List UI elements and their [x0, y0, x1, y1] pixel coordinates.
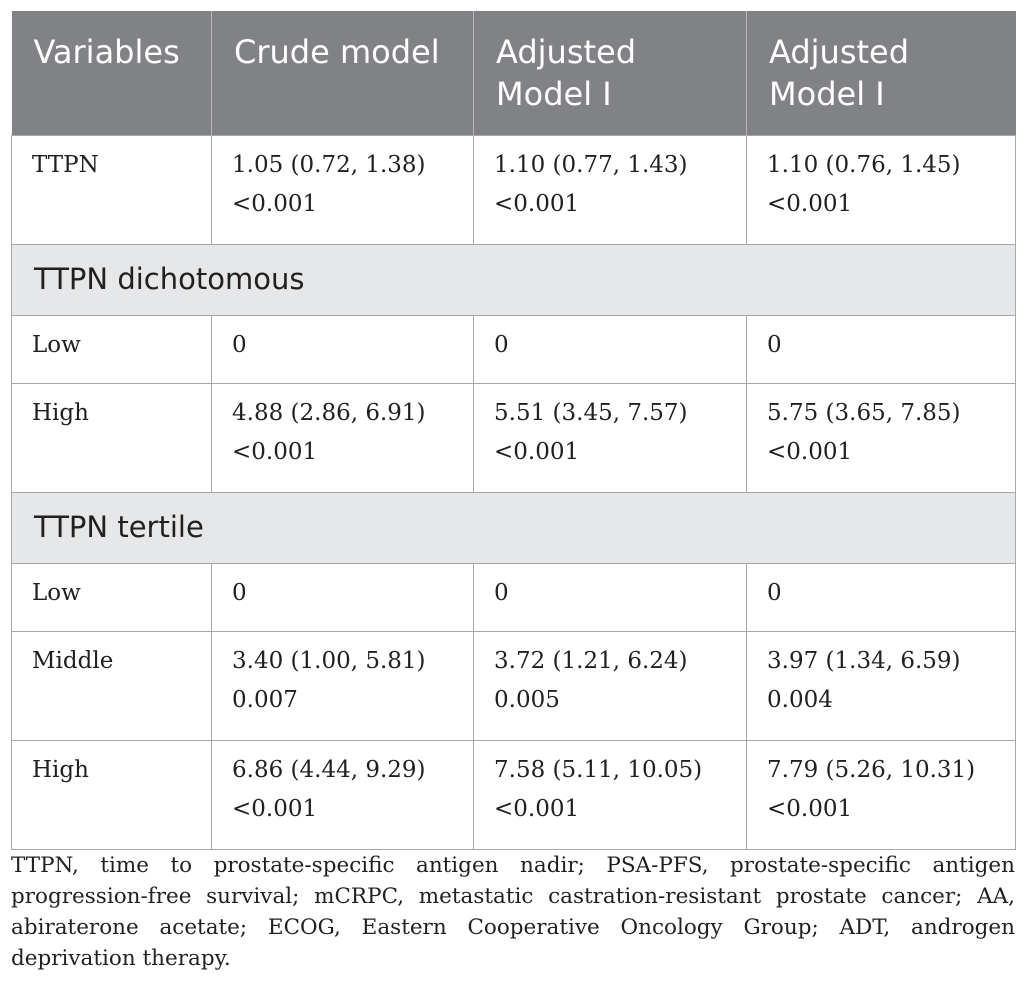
results-table: Variables Crude model Adjusted Model I A… [11, 11, 1016, 850]
cell-adjusted-1: 0 [473, 563, 747, 632]
table-row-dichotomous-low: Low 0 0 0 [11, 315, 1016, 384]
table-row-dichotomous-high: High 4.88 (2.86, 6.91) <0.001 5.51 (3.45… [11, 383, 1016, 493]
cell-variable: High [11, 740, 212, 850]
cell-adjusted-2: 0 [746, 563, 1016, 632]
header-adjusted-model-2: Adjusted Model I [746, 11, 1016, 136]
table-row-tertile-high: High 6.86 (4.44, 9.29) <0.001 7.58 (5.11… [11, 740, 1016, 850]
cell-variable: High [11, 383, 212, 493]
table-header-row: Variables Crude model Adjusted Model I A… [11, 11, 1016, 136]
section-row-tertile: TTPN tertile [11, 492, 1016, 564]
table-row-tertile-low: Low 0 0 0 [11, 563, 1016, 632]
cell-adjusted-1: 1.10 (0.77, 1.43) <0.001 [473, 135, 747, 245]
cell-crude: 0 [211, 315, 474, 384]
table-row-tertile-middle: Middle 3.40 (1.00, 5.81) 0.007 3.72 (1.2… [11, 631, 1016, 741]
cell-variable: Low [11, 563, 212, 632]
cell-adjusted-2: 7.79 (5.26, 10.31) <0.001 [746, 740, 1016, 850]
cell-adjusted-1: 0 [473, 315, 747, 384]
cell-adjusted-1: 7.58 (5.11, 10.05) <0.001 [473, 740, 747, 850]
section-label-tertile: TTPN tertile [11, 492, 1016, 564]
section-label-dichotomous: TTPN dichotomous [11, 244, 1016, 316]
cell-variable: Low [11, 315, 212, 384]
cell-variable: TTPN [11, 135, 212, 245]
cell-adjusted-1: 3.72 (1.21, 6.24) 0.005 [473, 631, 747, 741]
table-row-ttpn: TTPN 1.05 (0.72, 1.38) <0.001 1.10 (0.77… [11, 135, 1016, 245]
header-crude-model: Crude model [211, 11, 474, 136]
cell-adjusted-2: 5.75 (3.65, 7.85) <0.001 [746, 383, 1016, 493]
table-footnote: TTPN, time to prostate-specific antigen … [11, 853, 1015, 971]
cell-adjusted-2: 0 [746, 315, 1016, 384]
cell-crude: 1.05 (0.72, 1.38) <0.001 [211, 135, 474, 245]
cell-crude: 6.86 (4.44, 9.29) <0.001 [211, 740, 474, 850]
section-row-dichotomous: TTPN dichotomous [11, 244, 1016, 316]
cell-crude: 3.40 (1.00, 5.81) 0.007 [211, 631, 474, 741]
header-variables: Variables [11, 11, 212, 136]
header-adjusted-model-1: Adjusted Model I [473, 11, 747, 136]
cell-adjusted-2: 3.97 (1.34, 6.59) 0.004 [746, 631, 1016, 741]
cell-variable: Middle [11, 631, 212, 741]
results-table-container: Variables Crude model Adjusted Model I A… [11, 11, 1016, 850]
cell-adjusted-2: 1.10 (0.76, 1.45) <0.001 [746, 135, 1016, 245]
cell-crude: 0 [211, 563, 474, 632]
cell-crude: 4.88 (2.86, 6.91) <0.001 [211, 383, 474, 493]
cell-adjusted-1: 5.51 (3.45, 7.57) <0.001 [473, 383, 747, 493]
